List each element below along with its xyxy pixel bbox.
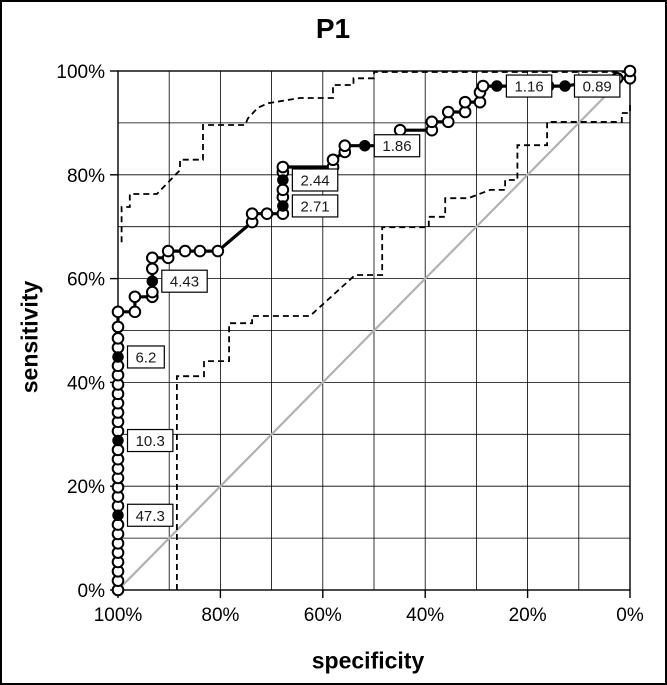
roc-marker-open <box>111 331 125 345</box>
x-tick-label: 80% <box>201 605 239 626</box>
y-tick-label: 40% <box>67 373 105 394</box>
roc-marker-open <box>326 153 340 167</box>
threshold-label-box <box>161 269 208 293</box>
axis-ticks <box>110 70 631 598</box>
roc-marker-open <box>276 183 290 197</box>
roc-marker-open <box>193 244 207 258</box>
confidence-interval-curves <box>120 71 631 590</box>
axis-tick-labels: 100% 80% 60% 40% 20% 0% 0% 20% 40% 60% 80% 100% <box>56 62 643 626</box>
roc-marker-filled-threshold <box>559 80 571 92</box>
roc-marker-filled-threshold <box>112 434 124 447</box>
roc-marker-open <box>111 305 125 319</box>
roc-marker-open <box>128 305 142 319</box>
roc-marker-filled-threshold <box>359 139 371 152</box>
roc-marker-open <box>178 244 192 258</box>
roc-marker-open <box>111 320 125 334</box>
threshold-label-text: 4.43 <box>170 274 199 291</box>
threshold-label-text: 6.2 <box>135 349 156 366</box>
threshold-label-box <box>126 345 165 369</box>
chance-diagonal <box>117 70 631 591</box>
roc-marker-open <box>476 79 490 93</box>
x-tick-label: 100% <box>94 605 143 626</box>
roc-marker-open <box>338 139 352 153</box>
x-tick-label: 40% <box>406 605 444 626</box>
threshold-label-text: 2.71 <box>300 198 329 215</box>
upper-ci-curve <box>120 71 630 243</box>
roc-marker-open <box>128 290 142 304</box>
y-tick-label: 80% <box>67 166 105 187</box>
lower-ci-curve <box>175 102 631 590</box>
threshold-label-text: 10.3 <box>136 433 165 450</box>
roc-marker-filled-threshold <box>277 200 289 212</box>
threshold-label-text: 2.44 <box>300 172 329 189</box>
threshold-label-text: 1.16 <box>514 79 543 96</box>
roc-marker-filled-threshold <box>277 174 289 186</box>
threshold-label-box <box>573 74 621 98</box>
threshold-label-box <box>126 428 174 453</box>
x-tick-label: 0% <box>616 605 644 626</box>
threshold-label-text: 47.3 <box>136 508 165 525</box>
y-tick-label: 0% <box>78 581 106 602</box>
roc-marker-open <box>245 207 259 221</box>
x-tick-label: 20% <box>509 605 547 626</box>
roc-marker-open <box>146 251 159 265</box>
roc-marker-open <box>425 115 439 129</box>
roc-marker-open <box>393 123 407 137</box>
roc-marker-open <box>146 262 159 276</box>
roc-curve-markers <box>111 64 637 597</box>
roc-marker-open <box>146 285 159 299</box>
roc-marker-open <box>458 95 472 109</box>
roc-marker-open <box>260 207 274 221</box>
roc-marker-filled-threshold <box>491 80 503 92</box>
grid-lines <box>118 71 630 590</box>
y-tick-label: 60% <box>67 270 105 291</box>
threshold-label-box <box>291 168 339 192</box>
threshold-label-box <box>373 134 421 158</box>
roc-marker-open <box>441 105 455 119</box>
roc-marker-open <box>161 244 175 258</box>
chance-diagonal-line <box>117 70 631 591</box>
x-tick-label: 60% <box>304 605 342 626</box>
y-tick-label: 20% <box>67 477 105 498</box>
threshold-label-text: 1.86 <box>382 138 411 155</box>
threshold-label-box <box>291 194 339 218</box>
roc-marker-open <box>276 160 290 174</box>
threshold-labels: 47.3 10.3 6.2 4.43 2.71 2.44 1.86 1.16 0.89 <box>112 74 621 527</box>
roc-marker-open <box>623 64 637 78</box>
roc-marker-open <box>211 244 225 258</box>
y-tick-label: 100% <box>56 62 105 83</box>
chart-title: P1 <box>315 13 351 44</box>
x-axis-label: specificity <box>311 647 425 674</box>
threshold-label-box <box>505 74 553 98</box>
threshold-label-box <box>126 503 174 527</box>
threshold-label-text: 0.89 <box>583 79 612 96</box>
roc-marker-filled-threshold <box>112 351 124 363</box>
roc-marker-filled-threshold <box>146 275 159 287</box>
roc-marker-filled-threshold <box>112 509 124 522</box>
